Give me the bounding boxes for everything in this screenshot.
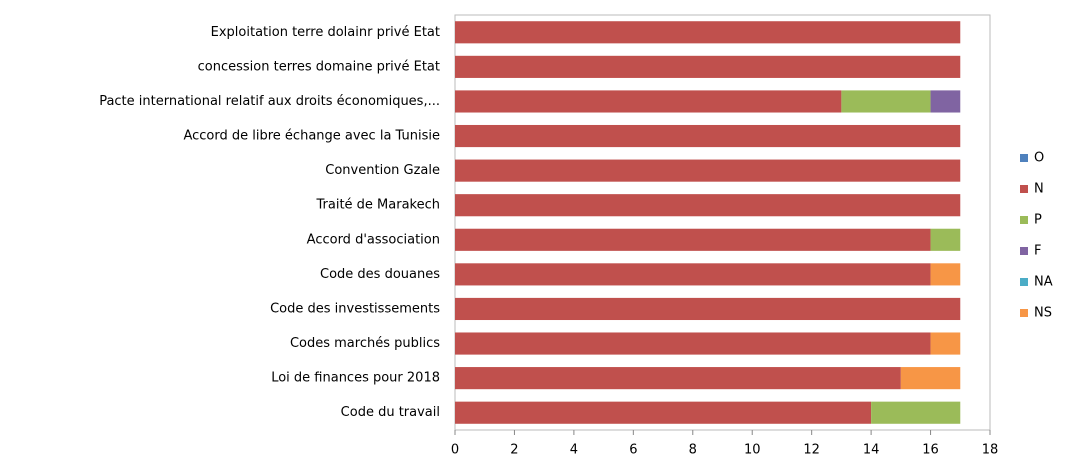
bar-segment xyxy=(900,367,961,390)
x-tick-label: 18 xyxy=(982,443,999,458)
legend-swatch xyxy=(1020,185,1028,193)
y-tick-label: Accord de libre échange avec la Tunisie xyxy=(183,129,440,144)
bar-segment xyxy=(455,332,931,355)
x-tick-label: 16 xyxy=(922,443,939,458)
bar-segment xyxy=(841,90,931,113)
bar-segment xyxy=(455,228,931,251)
y-tick-label: Code du travail xyxy=(341,405,440,420)
bar-segment xyxy=(930,228,961,251)
bar-segment xyxy=(930,263,961,286)
legend-label: NS xyxy=(1034,306,1052,321)
x-tick-label: 12 xyxy=(803,443,820,458)
y-tick-label: concession terres domaine privé Etat xyxy=(198,59,440,74)
legend-swatch xyxy=(1020,278,1028,286)
legend-label: P xyxy=(1034,213,1042,228)
bar-segment xyxy=(455,297,961,321)
x-tick-label: 10 xyxy=(744,443,761,458)
legend-swatch xyxy=(1020,216,1028,224)
y-tick-label: Convention Gzale xyxy=(325,163,440,178)
legend-label: F xyxy=(1034,244,1041,259)
bar-segment xyxy=(930,332,961,355)
x-tick-label: 2 xyxy=(510,443,518,458)
bar-segment xyxy=(455,401,872,424)
legend-swatch xyxy=(1020,247,1028,255)
bar-segment xyxy=(871,401,961,424)
y-tick-label: Loi de finances pour 2018 xyxy=(271,371,440,386)
y-tick-label: Accord d'association xyxy=(307,232,440,247)
bar-segment xyxy=(455,90,842,113)
legend-label: NA xyxy=(1034,275,1053,290)
y-tick-label: Code des douanes xyxy=(320,267,440,282)
plot-frame xyxy=(454,14,991,431)
y-tick-label: Pacte international relatif aux droits é… xyxy=(99,94,440,109)
legend-swatch xyxy=(1020,154,1028,162)
x-tick-label: 6 xyxy=(629,443,637,458)
x-tick-label: 0 xyxy=(451,443,459,458)
legend-label: O xyxy=(1034,151,1044,166)
bar-segment xyxy=(455,263,931,286)
x-tick-label: 8 xyxy=(689,443,697,458)
bar-segment xyxy=(455,124,961,148)
bar-segment xyxy=(930,90,961,113)
y-tick-label: Exploitation terre dolainr privé Etat xyxy=(211,25,440,40)
y-tick-label: Codes marchés publics xyxy=(290,336,440,351)
x-tick-label: 4 xyxy=(570,443,578,458)
x-tick-label: 14 xyxy=(863,443,880,458)
bar-segment xyxy=(455,194,961,217)
bar-segment xyxy=(455,159,961,182)
bar-segment xyxy=(455,367,901,390)
y-tick-label: Traité de Marakech xyxy=(315,198,440,213)
legend-swatch xyxy=(1020,309,1028,317)
bar-segment xyxy=(455,21,961,44)
y-tick-label: Code des investissements xyxy=(270,301,440,316)
bar-segment xyxy=(455,55,961,78)
legend-label: N xyxy=(1034,182,1044,197)
